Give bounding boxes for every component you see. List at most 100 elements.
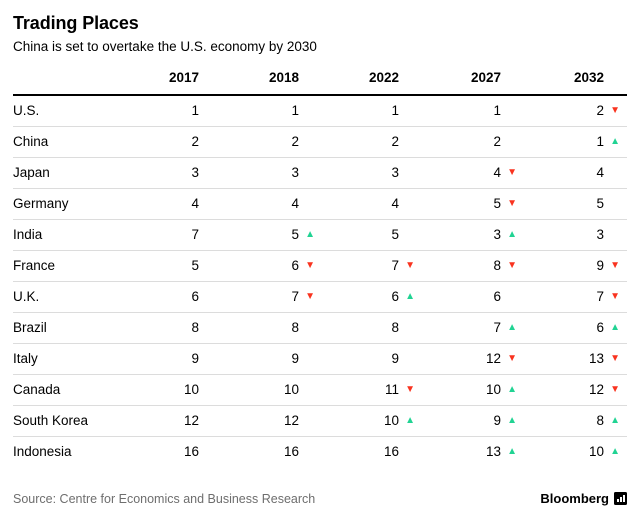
country-label: U.K.: [13, 280, 115, 312]
rank-down-icon: ▼: [507, 352, 517, 364]
rank-value: 5: [493, 196, 501, 211]
change-indicator-slot: ▲: [399, 291, 415, 302]
rank-cell: 1: [215, 95, 315, 126]
rank-cell: 16: [315, 435, 415, 467]
bloomberg-wordmark: Bloomberg: [540, 491, 609, 506]
table-row: Italy 9 9 9 12 ▼ 13 ▼: [13, 342, 627, 374]
rank-down-icon: ▼: [610, 352, 620, 364]
rank-cell: 16: [215, 435, 315, 467]
rank-cell: 2: [215, 125, 315, 157]
change-indicator-slot: ▲: [501, 414, 517, 426]
rank-cell: 3: [215, 156, 315, 188]
rank-cell: 1: [415, 95, 517, 126]
year-header-row: 2017 2018 2022 2027 2032: [13, 70, 627, 96]
rank-value: 10: [183, 382, 199, 397]
rank-value: 9: [493, 413, 501, 428]
rank-value: 1: [391, 103, 399, 119]
rank-cell: 13 ▲: [415, 435, 517, 467]
table-row: Japan 3 3 3 4 ▼ 4: [13, 156, 627, 188]
rank-down-icon: ▼: [305, 290, 315, 302]
rank-value: 6: [291, 258, 299, 273]
rank-cell: 3: [517, 218, 627, 250]
change-indicator-slot: ▲: [604, 321, 620, 333]
country-label: Indonesia: [13, 435, 115, 467]
rank-value: 4: [493, 165, 501, 180]
rank-value: 6: [191, 289, 199, 304]
year-column-header: 2027: [415, 70, 517, 96]
rank-cell: 1: [115, 95, 215, 126]
rank-down-icon: ▼: [507, 166, 517, 178]
rank-up-icon: ▲: [610, 445, 620, 457]
country-label: France: [13, 249, 115, 281]
table-row: Brazil 8 8 8 7 ▲ 6 ▲: [13, 311, 627, 343]
rank-cell: 12: [215, 404, 315, 436]
rank-cell: 8 ▼: [415, 249, 517, 281]
rank-cell: 3: [115, 156, 215, 188]
rank-cell: 9 ▼: [517, 249, 627, 281]
rank-cell: 4: [315, 187, 415, 219]
rank-down-icon: ▼: [610, 104, 620, 116]
change-indicator-slot: ▼: [604, 260, 620, 271]
country-label: Brazil: [13, 311, 115, 343]
bloomberg-terminal-icon: [614, 492, 627, 505]
rank-cell: 7 ▲: [415, 311, 517, 343]
rank-cell: 2: [115, 125, 215, 157]
year-column-header: 2017: [115, 70, 215, 96]
country-label: South Korea: [13, 404, 115, 436]
change-indicator-slot: ▼: [501, 260, 517, 271]
table-row: Canada 10 10 11 ▼ 10 ▲ 12 ▼: [13, 373, 627, 405]
chart-subtitle: China is set to overtake the U.S. econom…: [13, 39, 317, 54]
rank-cell: 7 ▼: [215, 280, 315, 312]
rank-down-icon: ▼: [610, 383, 620, 395]
rank-cell: 10 ▲: [315, 404, 415, 436]
rank-value: 3: [596, 227, 604, 242]
rank-cell: 10: [115, 373, 215, 405]
rank-up-icon: ▲: [610, 321, 620, 333]
rank-cell: 5 ▼: [415, 187, 517, 219]
rank-cell: 6 ▼: [215, 249, 315, 281]
rank-cell: 5 ▲: [215, 218, 315, 250]
rank-value: 3: [191, 165, 199, 180]
rank-value: 7: [391, 258, 399, 273]
rank-up-icon: ▲: [405, 414, 415, 426]
rank-value: 12: [485, 351, 501, 366]
table-row: Indonesia 16 16 16 13 ▲ 10 ▲: [13, 435, 627, 467]
rank-cell: 3 ▲: [415, 218, 517, 250]
rank-up-icon: ▲: [507, 414, 517, 426]
rank-cell: 8: [315, 311, 415, 343]
change-indicator-slot: ▲: [501, 384, 517, 395]
rank-cell: 6 ▲: [315, 280, 415, 312]
country-label: U.S.: [13, 103, 40, 119]
rank-cell: 6: [415, 280, 517, 312]
rank-cell: 8: [215, 311, 315, 343]
rank-value: 13: [588, 351, 604, 366]
rank-down-icon: ▼: [305, 259, 315, 271]
rank-value: 9: [291, 351, 299, 366]
rank-value: 4: [391, 196, 399, 211]
rank-value: 12: [588, 382, 604, 397]
change-indicator-slot: ▼: [399, 384, 415, 395]
rank-up-icon: ▲: [507, 445, 517, 457]
rank-value: 10: [283, 382, 299, 397]
rank-cell: 9: [115, 342, 215, 374]
rank-value: 10: [383, 413, 399, 428]
rank-value: 4: [291, 196, 299, 211]
rank-cell: 16: [115, 435, 215, 467]
rank-cell: 7 ▼: [315, 249, 415, 281]
rank-cell: 12 ▼: [517, 373, 627, 405]
rank-value: 7: [493, 320, 501, 335]
rank-value: 7: [191, 227, 199, 242]
rank-down-icon: ▼: [405, 259, 415, 271]
change-indicator-slot: ▼: [604, 291, 620, 302]
rank-cell: 12: [115, 404, 215, 436]
rank-cell: 5: [315, 218, 415, 250]
rank-cell: 2: [415, 125, 517, 157]
rank-value: 12: [283, 413, 299, 428]
rank-cell: 7: [115, 218, 215, 250]
rank-cell: 8 ▲: [517, 404, 627, 436]
table-row: China 2 2 2 2 1 ▲: [13, 125, 627, 157]
rank-value: 4: [191, 196, 199, 211]
rank-cell: 4 ▼: [415, 156, 517, 188]
rank-up-icon: ▲: [507, 321, 517, 333]
